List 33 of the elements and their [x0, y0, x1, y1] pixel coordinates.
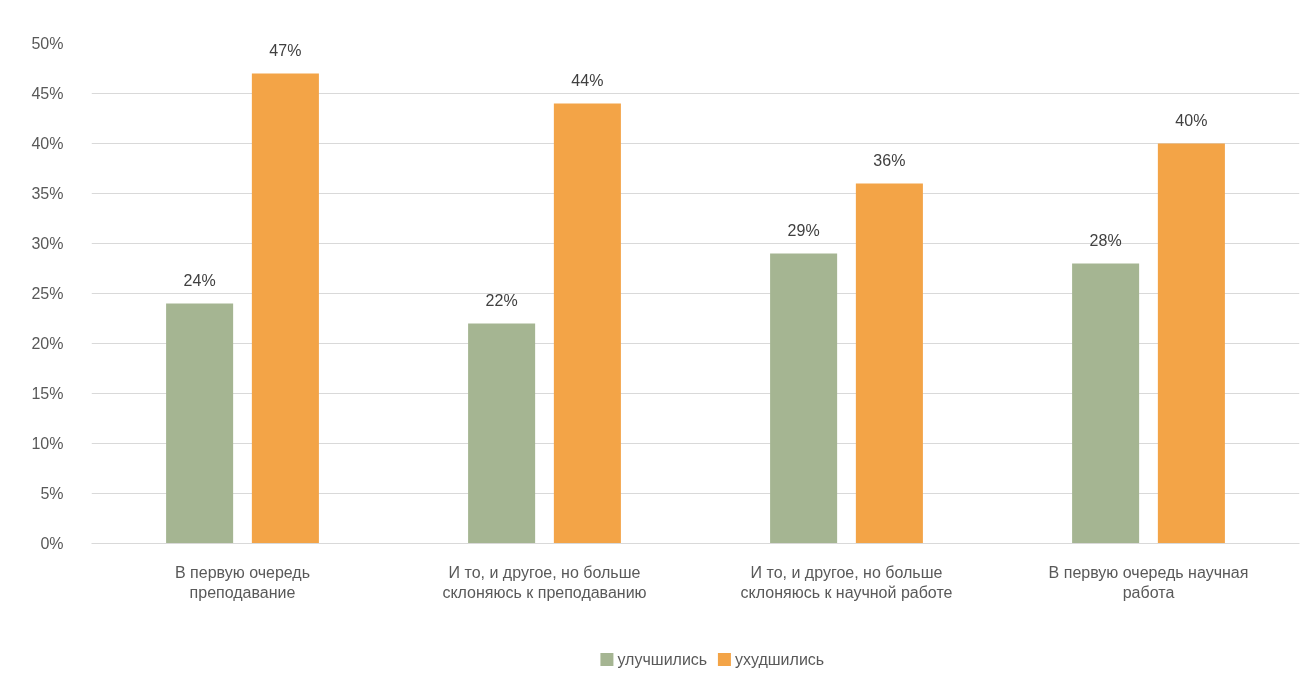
data-label: 28%: [1089, 231, 1122, 249]
data-label: 22%: [485, 291, 518, 309]
data-label: 36%: [873, 151, 906, 169]
x-tick-label: В первую очередь преподавание: [174, 563, 311, 601]
y-tick-label: 50%: [31, 35, 64, 52]
bar: [166, 303, 234, 544]
bar: [468, 323, 536, 544]
data-label: 40%: [1175, 111, 1208, 129]
bar: [1157, 143, 1225, 544]
y-tick-label: 40%: [31, 135, 64, 152]
bar: [251, 73, 319, 544]
y-tick-label: 10%: [31, 435, 64, 452]
data-label: 24%: [183, 271, 216, 289]
legend-label: улучшились: [617, 651, 708, 668]
x-tick-label: В первую очередь научная работа: [1048, 563, 1249, 601]
data-label: 29%: [787, 221, 820, 239]
y-tick-label: 20%: [31, 335, 64, 352]
bar: [1072, 263, 1140, 544]
x-tick-label: И то, и другое, но больше склоняюсь к научной работе: [740, 563, 953, 601]
y-tick-label: 35%: [31, 185, 64, 202]
bar: [855, 183, 923, 544]
y-tick-label: 15%: [31, 385, 64, 402]
legend-label: ухудшились: [734, 651, 825, 668]
x-tick-label: И то, и другое, но больше склоняюсь к преподаванию: [442, 563, 647, 601]
data-label: 44%: [571, 71, 604, 89]
bar: [553, 103, 621, 544]
y-tick-label: 25%: [31, 285, 64, 302]
data-label: 47%: [269, 41, 302, 59]
bar: [770, 253, 838, 544]
y-tick-label: 30%: [31, 235, 64, 252]
y-tick-label: 45%: [31, 85, 64, 102]
y-tick-label: 5%: [40, 485, 64, 502]
y-tick-label: 0%: [40, 535, 64, 552]
